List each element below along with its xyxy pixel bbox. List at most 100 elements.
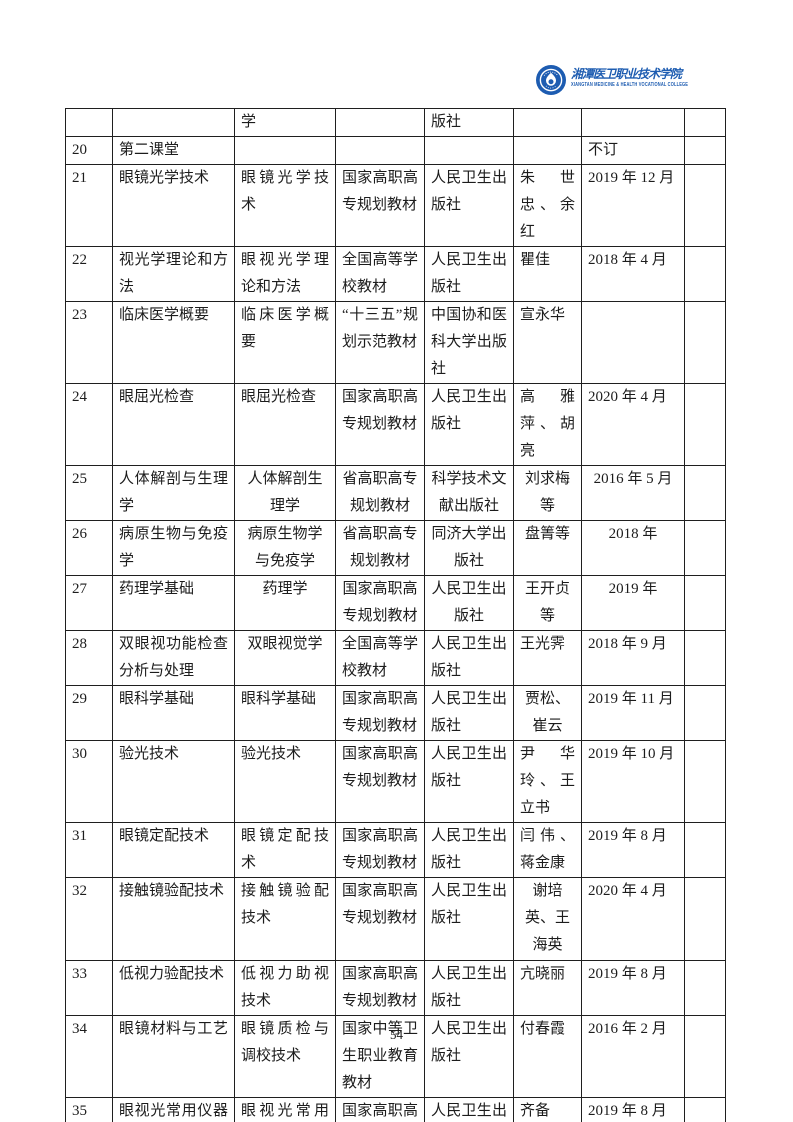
table-cell: 2020 年 4 月	[581, 383, 685, 466]
table-cell: 眼镜光学技术	[234, 164, 336, 247]
table-cell: 临床医学概要	[234, 301, 336, 384]
table-row: 27 药理学基础 药理学 国家高职高专规划教材 人民卫生出版社 王开贞等 2019 年	[65, 575, 726, 631]
table-cell	[684, 630, 726, 686]
table-cell: 眼镜质检与调校技术	[234, 1015, 336, 1098]
table-cell: 2019 年 10 月	[581, 740, 685, 823]
table-cell: 眼镜定配技术	[234, 822, 336, 878]
table-cell: 学	[234, 108, 336, 137]
table-row: 29 眼科学基础 眼科学基础 国家高职高专规划教材 人民卫生出版社 贾松、崔云 2019 年…	[65, 685, 726, 741]
table-cell	[684, 301, 726, 384]
table-cell	[684, 520, 726, 576]
table-cell	[684, 383, 726, 466]
table-row: 22 视光学理论和方法 眼视光学理论和方法 全国高等学校教材 人民卫生出版社 瞿佳 2018…	[65, 246, 726, 302]
table-cell: 病原生物与免疫学	[112, 520, 235, 576]
table-cell: 人民卫生出版社	[424, 246, 514, 302]
table-cell: 眼镜定配技术	[112, 822, 235, 878]
table-cell: 尹华玲、王立书	[513, 740, 582, 823]
table-cell: 省高职高专规划教材	[335, 465, 425, 521]
table-cell: 药理学	[234, 575, 336, 631]
table-cell: 国家高职高专规划教材	[335, 877, 425, 961]
table-cell: 版社	[424, 108, 514, 137]
table-cell: 国家高职高专规划教材	[335, 822, 425, 878]
table-row: 32 接触镜验配技术 接触镜验配技术 国家高职高专规划教材 人民卫生出版社 谢培英、王海英…	[65, 877, 726, 961]
table-cell: 眼屈光检查	[234, 383, 336, 466]
college-logo-text: 湘潭医卫职业技术学院 XIANGTAN MEDICINE & HEALTH VO…	[571, 65, 717, 88]
table-cell: 齐备	[513, 1097, 582, 1122]
table-cell: 眼镜材料与工艺	[112, 1015, 235, 1098]
table-cell	[684, 960, 726, 1016]
table-cell: 盘箐等	[513, 520, 582, 576]
table-cell: 第二课堂	[112, 136, 235, 165]
table-cell: 人民卫生出版社	[424, 164, 514, 247]
college-logo: 湘潭医卫职业技术学院 XIANGTAN MEDICINE & HEALTH VO…	[536, 65, 717, 95]
table-cell: 省高职高专规划教材	[335, 520, 425, 576]
table-cell: 亢晓丽	[513, 960, 582, 1016]
table-cell: 病原生物学与免疫学	[234, 520, 336, 576]
table-cell: 眼视光常用仪器	[112, 1097, 235, 1122]
table-cell: 2018 年 4 月	[581, 246, 685, 302]
table-cell: 2016 年 2 月	[581, 1015, 685, 1098]
table-cell: 眼科学基础	[234, 685, 336, 741]
table-cell: 中国协和医科大学出版社	[424, 301, 514, 384]
table-cell	[684, 108, 726, 137]
table-body: 学版社 20 第二课堂 不订 21 眼镜光学技术 眼镜光学技术 国家高职高专规划教材 人民卫生出…	[65, 108, 726, 1122]
table-cell	[684, 822, 726, 878]
table-cell: 贾松、崔云	[513, 685, 582, 741]
table-cell	[684, 465, 726, 521]
table-cell: 人体解剖生理学	[234, 465, 336, 521]
table-cell: 人民卫生出版社	[424, 877, 514, 961]
table-row: 24 眼屈光检查 眼屈光检查 国家高职高专规划教材 人民卫生出版社 高雅萍、胡亮 2020 …	[65, 383, 726, 466]
table-cell: 30	[65, 740, 113, 823]
table-cell: 22	[65, 246, 113, 302]
table-cell: 2016 年 5 月	[581, 465, 685, 521]
table-cell	[684, 1097, 726, 1122]
table-cell: 全国高等学校教材	[335, 630, 425, 686]
table-cell: 国家高职高专规划教材	[335, 164, 425, 247]
table-cell: 2020 年 4 月	[581, 877, 685, 961]
table-cell	[513, 108, 582, 137]
page-number: 54	[390, 1027, 403, 1042]
table-cell: “十三五”规划示范教材	[335, 301, 425, 384]
table-cell: 人民卫生出版社	[424, 630, 514, 686]
table-cell: 人民卫生出版社	[424, 960, 514, 1016]
table-row: 34 眼镜材料与工艺 眼镜质检与调校技术 国家中等卫生职业教育教材 人民卫生出版社 付春霞…	[65, 1015, 726, 1098]
table-cell: 国家高职高	[335, 1097, 425, 1122]
table-cell	[424, 136, 514, 165]
table-cell: 2018 年	[581, 520, 685, 576]
table-cell: 26	[65, 520, 113, 576]
table-cell: 视光学理论和方法	[112, 246, 235, 302]
table-cell: 人民卫生出	[424, 1097, 514, 1122]
table-cell: 接触镜验配技术	[112, 877, 235, 961]
table-cell: 2019 年 8 月	[581, 822, 685, 878]
table-cell: 谢培英、王海英	[513, 877, 582, 961]
table-cell	[684, 740, 726, 823]
table-cell: 眼科学基础	[112, 685, 235, 741]
table-cell: 全国高等学校教材	[335, 246, 425, 302]
table-cell: 国家高职高专规划教材	[335, 685, 425, 741]
table-cell	[234, 136, 336, 165]
table-cell	[513, 136, 582, 165]
table-cell	[684, 1015, 726, 1098]
table-cell: 32	[65, 877, 113, 961]
table-cell: 王光霁	[513, 630, 582, 686]
table-cell: 科学技术文献出版社	[424, 465, 514, 521]
table-cell: 23	[65, 301, 113, 384]
table-cell: 不订	[581, 136, 685, 165]
table-cell: 药理学基础	[112, 575, 235, 631]
table-cell: 宣永华	[513, 301, 582, 384]
table-cell: 24	[65, 383, 113, 466]
table-cell: 同济大学出版社	[424, 520, 514, 576]
table-cell: 高雅萍、胡亮	[513, 383, 582, 466]
table-row: 26 病原生物与免疫学 病原生物学与免疫学 省高职高专规划教材 同济大学出版社 盘箐等 20…	[65, 520, 726, 576]
table-cell	[581, 301, 685, 384]
table-cell	[684, 164, 726, 247]
table-cell: 国家高职高专规划教材	[335, 383, 425, 466]
table-cell: 2019 年	[581, 575, 685, 631]
table-cell: 2018 年 9 月	[581, 630, 685, 686]
table-cell: 眼镜光学技术	[112, 164, 235, 247]
table-cell: 人体解剖与生理学	[112, 465, 235, 521]
table-cell: 低视力助视技术	[234, 960, 336, 1016]
table-cell: 34	[65, 1015, 113, 1098]
college-name-en: XIANGTAN MEDICINE & HEALTH VOCATIONAL CO…	[571, 82, 689, 88]
